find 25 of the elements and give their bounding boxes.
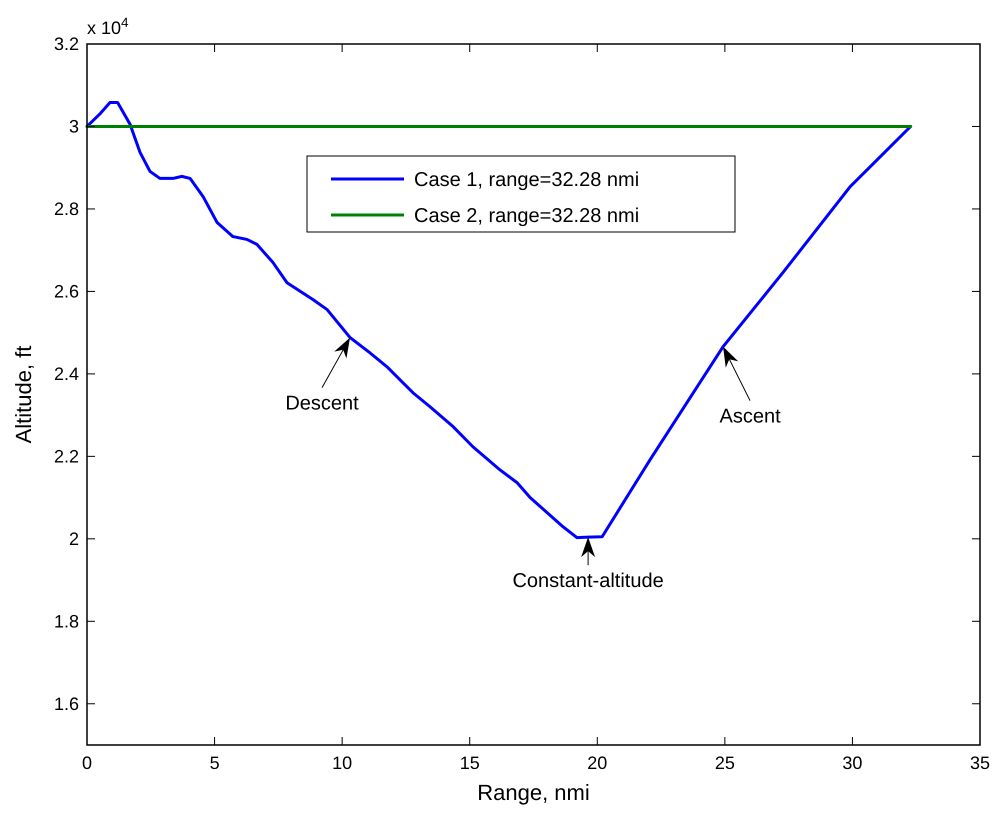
y-tick-label: 3	[68, 116, 79, 136]
text: x 10$^{4}$	[87, 14, 130, 38]
x-tick-label: 20	[587, 753, 608, 773]
x-tick-label: 0	[82, 753, 92, 773]
x-axis-title: Range, nmi	[477, 780, 590, 805]
y-tick-label: 2.6	[54, 281, 79, 302]
x-tick-label: 35	[970, 753, 990, 773]
x-tick-label: 30	[842, 753, 862, 773]
y-tick-label: 2	[68, 528, 79, 549]
annotation: Constant-altitude	[512, 570, 664, 592]
annotation: Descent	[285, 392, 360, 415]
y-tick-label: 3.2	[54, 34, 79, 54]
x-tick-label: 10	[332, 753, 352, 773]
y-tick-label: 2.2	[54, 446, 79, 466]
annotation: Ascent	[719, 406, 782, 428]
y-tick-label: 2.8	[54, 198, 79, 219]
x-tick-label: 5	[210, 753, 220, 773]
x-tick-label: 25	[714, 753, 735, 773]
y-axis-title: Altitude, ft	[11, 346, 36, 444]
y-tick-label: 2.4	[54, 364, 79, 384]
x-tick-label: 15	[460, 753, 480, 773]
legend-label: Case 2, range=32.28 nmi	[414, 205, 640, 227]
y-tick-label: 1.6	[54, 694, 79, 714]
y-tick-label: 1.8	[54, 611, 79, 632]
legend-label: Case 1, range=32.28 nmi	[414, 169, 640, 191]
